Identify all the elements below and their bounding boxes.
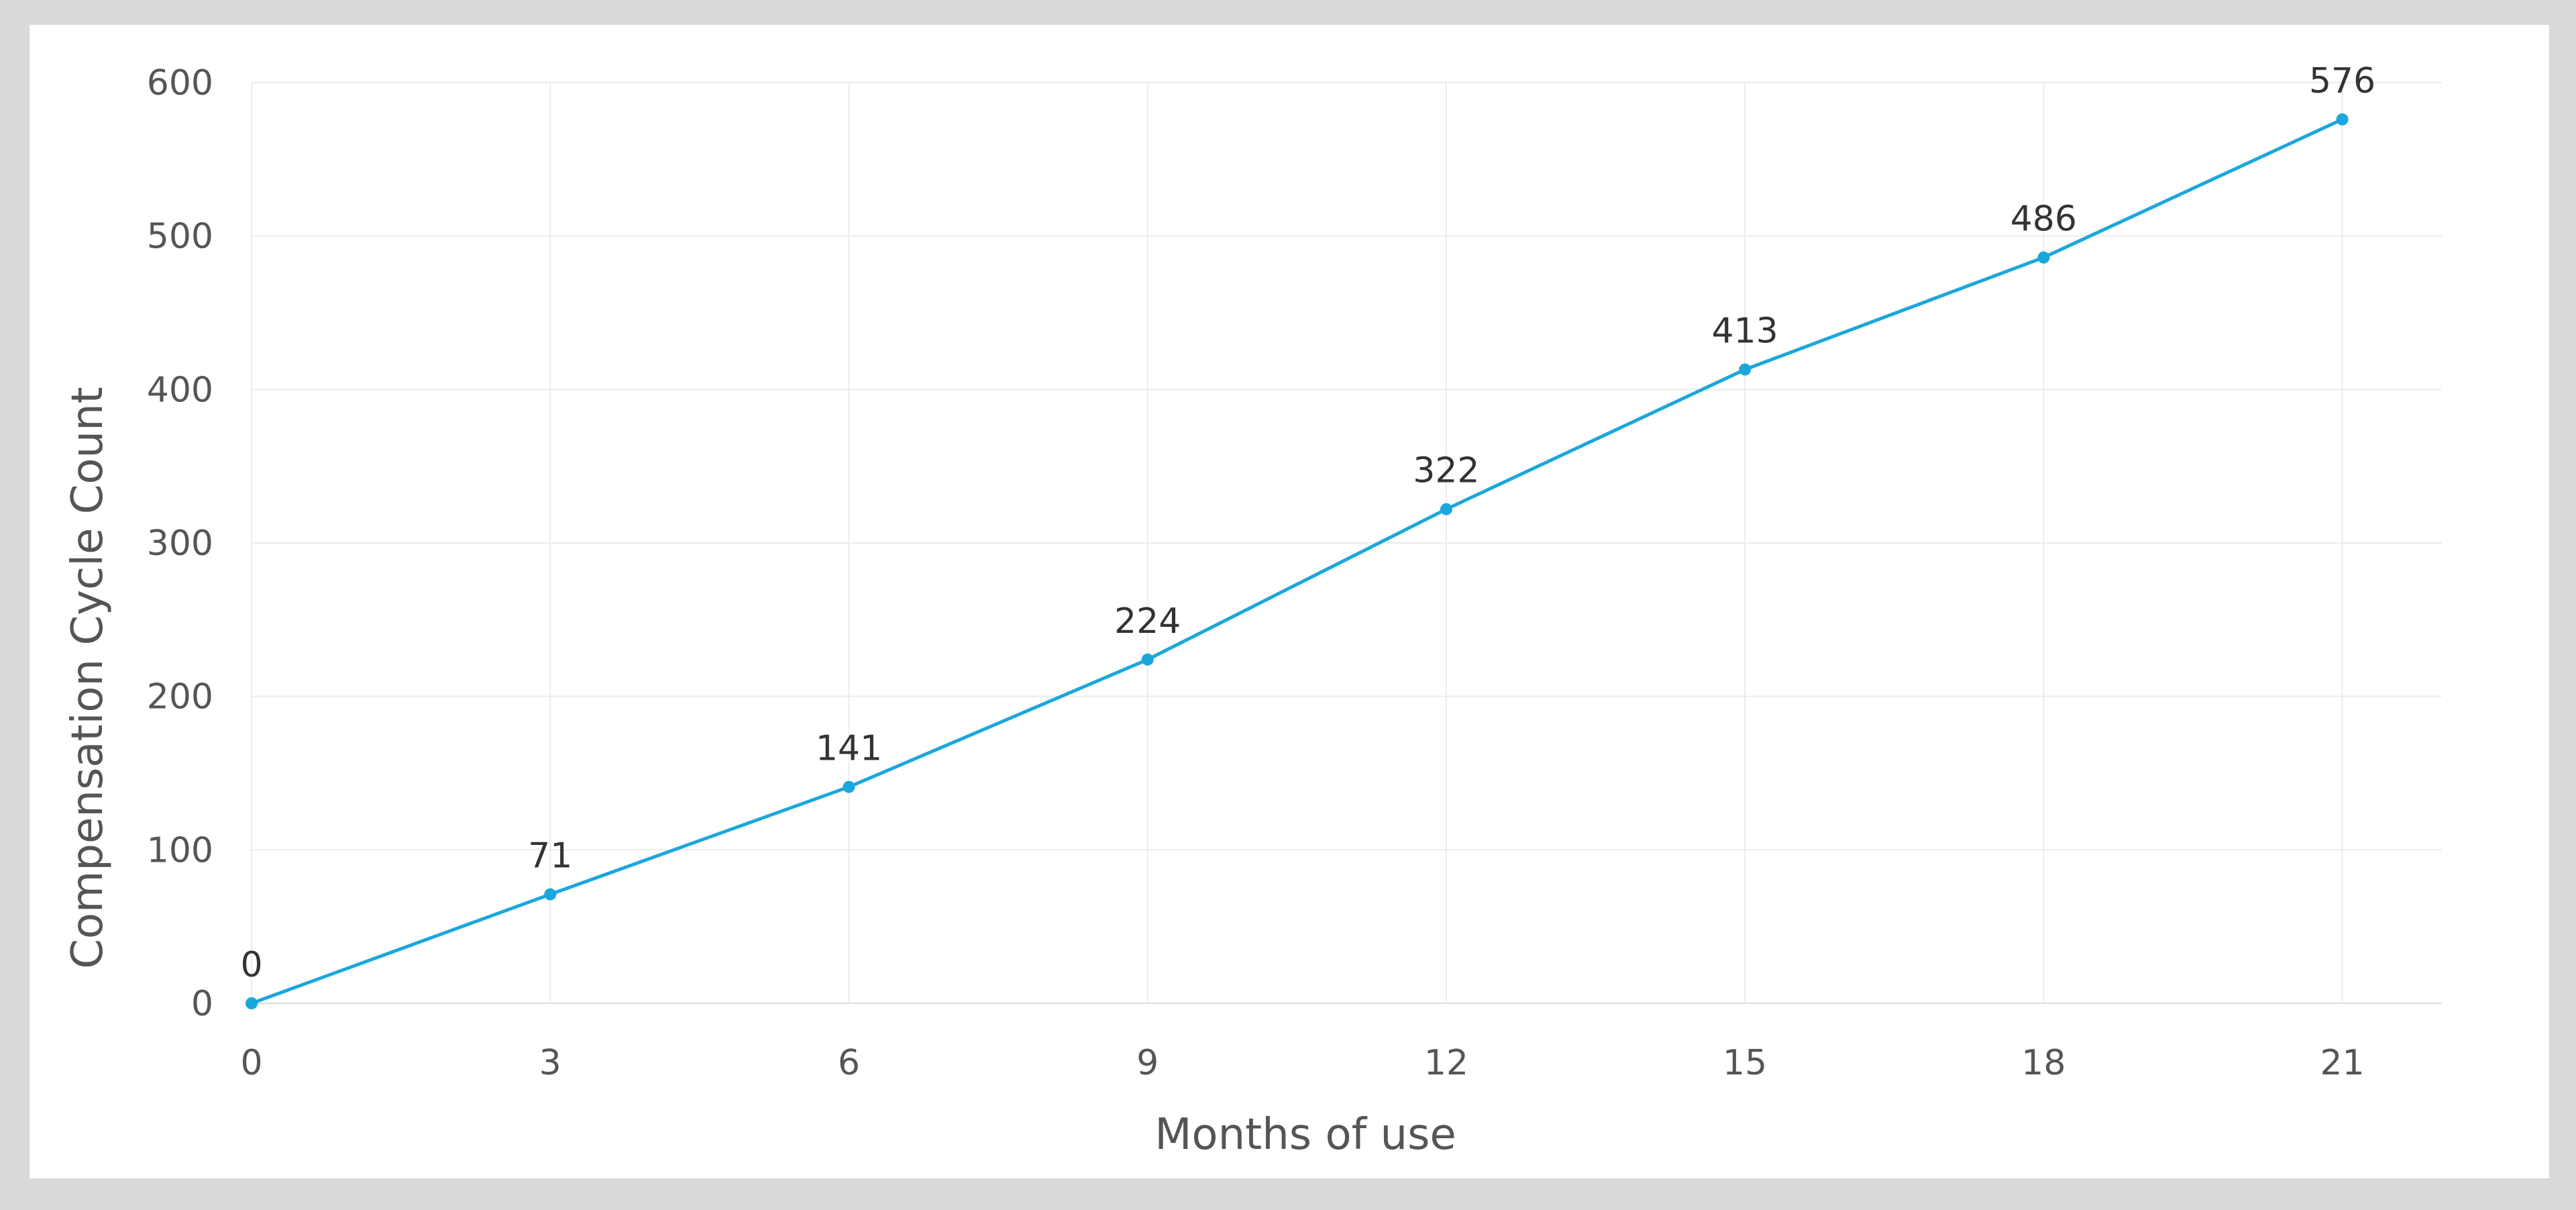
data-label: 71 xyxy=(528,836,572,876)
data-point xyxy=(1739,363,1752,376)
y-tick-label: 600 xyxy=(147,63,213,103)
series xyxy=(246,113,2349,1009)
data-point xyxy=(544,888,557,901)
data-label: 322 xyxy=(1413,451,1479,491)
y-axis-title: Compensation Cycle Count xyxy=(63,387,113,969)
x-tick-label: 0 xyxy=(240,1043,262,1083)
data-point xyxy=(1440,503,1452,515)
x-axis-ticks: 0 3 6 9 12 15 18 21 xyxy=(240,1043,2364,1083)
x-axis-title: Months of use xyxy=(1155,1110,1456,1160)
data-label: 576 xyxy=(2309,61,2375,101)
data-label: 224 xyxy=(1114,601,1181,642)
y-tick-label: 500 xyxy=(147,217,213,257)
x-tick-label: 6 xyxy=(838,1043,860,1083)
x-tick-label: 12 xyxy=(1424,1043,1468,1083)
data-label: 141 xyxy=(816,729,882,769)
y-tick-label: 400 xyxy=(147,370,213,410)
x-tick-label: 15 xyxy=(1723,1043,1767,1083)
y-tick-label: 100 xyxy=(147,830,213,870)
x-tick-label: 9 xyxy=(1136,1043,1159,1083)
grid xyxy=(251,82,2442,1004)
data-point xyxy=(843,780,855,793)
data-label: 413 xyxy=(1712,311,1778,352)
data-point xyxy=(246,997,258,1009)
data-point xyxy=(1141,653,1154,666)
y-tick-label: 200 xyxy=(147,677,213,717)
data-labels: 0 71 141 224 322 413 486 576 xyxy=(240,61,2375,985)
data-label: 0 xyxy=(240,945,262,985)
y-axis-ticks: 0 100 200 300 400 500 600 xyxy=(147,63,213,1024)
data-point xyxy=(2037,251,2050,264)
x-tick-label: 3 xyxy=(539,1043,561,1083)
y-tick-label: 0 xyxy=(191,984,213,1024)
series-line xyxy=(250,117,2345,1005)
x-tick-label: 21 xyxy=(2320,1043,2365,1083)
x-tick-label: 18 xyxy=(2021,1043,2065,1083)
data-point xyxy=(2336,113,2349,125)
data-label: 486 xyxy=(2010,199,2077,240)
y-tick-label: 300 xyxy=(147,523,213,564)
